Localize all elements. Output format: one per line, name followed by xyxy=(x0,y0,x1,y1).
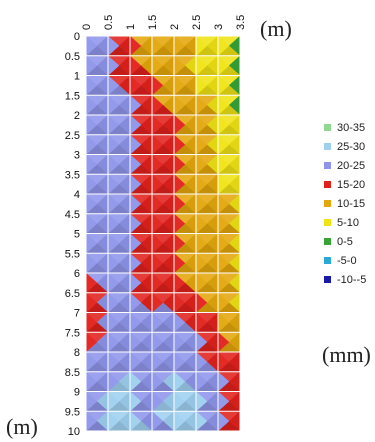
legend-label: -5-0 xyxy=(337,255,357,267)
legend-swatch xyxy=(324,276,331,283)
y-tick-label: 9.5 xyxy=(65,406,80,418)
y-tick-label: 9 xyxy=(74,387,80,399)
x-tick-label: 2.5 xyxy=(191,15,203,30)
y-tick-label: 4 xyxy=(74,189,80,201)
legend-label: -10--5 xyxy=(337,274,366,286)
y-tick-label: 2.5 xyxy=(65,130,80,142)
y-tick-label: 0.5 xyxy=(65,51,80,63)
y-tick-label: 8.5 xyxy=(65,367,80,379)
legend-label: 30-35 xyxy=(337,122,365,134)
legend-label: 0-5 xyxy=(337,236,353,248)
legend-swatch xyxy=(324,257,331,264)
y-tick-label: 1.5 xyxy=(65,90,80,102)
y-tick-label: 4.5 xyxy=(65,209,80,221)
x-axis-ticks: 0 0.5 1 1.5 2 2.5 3 3.5 xyxy=(81,15,247,30)
y-unit-label: (m) xyxy=(6,414,38,439)
legend-swatch xyxy=(324,124,331,131)
legend: 30-35 25-30 20-25 15-20 10-15 5-10 0-5 -5-0 -10-… xyxy=(324,122,366,286)
x-tick-label: 0.5 xyxy=(103,15,115,30)
legend-swatch xyxy=(324,162,331,169)
y-tick-label: 6 xyxy=(74,268,80,280)
legend-label: 5-10 xyxy=(337,217,359,229)
legend-label: 10-15 xyxy=(337,198,365,210)
x-tick-label: 1.5 xyxy=(147,15,159,30)
y-tick-label: 3.5 xyxy=(65,169,80,181)
legend-swatch xyxy=(324,200,331,207)
legend-unit-label: (mm) xyxy=(322,342,371,367)
legend-swatch xyxy=(324,143,331,150)
y-tick-label: 7.5 xyxy=(65,327,80,339)
legend-label: 25-30 xyxy=(337,141,365,153)
y-tick-label: 5 xyxy=(74,229,80,241)
legend-swatch xyxy=(324,181,331,188)
x-tick-label: 3.5 xyxy=(235,15,247,30)
y-tick-label: 3 xyxy=(74,150,80,162)
x-tick-label: 2 xyxy=(169,24,181,30)
legend-swatch xyxy=(324,219,331,226)
y-tick-label: 2 xyxy=(74,110,80,122)
y-tick-label: 1 xyxy=(74,71,80,83)
y-tick-label: 10 xyxy=(68,426,80,438)
y-axis-ticks: 0 0.5 1 1.5 2 2.5 3 3.5 4 4.5 5 5.5 6 6.5 7 7.5 8 8.5 9 9.5… xyxy=(65,31,80,438)
legend-label: 15-20 xyxy=(337,179,365,191)
x-tick-label: 1 xyxy=(125,24,137,30)
y-tick-label: 7 xyxy=(74,308,80,320)
y-tick-label: 6.5 xyxy=(65,288,80,300)
x-tick-label: 3 xyxy=(213,24,225,30)
x-tick-label: 0 xyxy=(81,24,93,30)
x-unit-label: (m) xyxy=(260,16,292,41)
grid-lines xyxy=(85,35,241,432)
legend-label: 20-25 xyxy=(337,160,365,172)
y-tick-label: 8 xyxy=(74,347,80,359)
y-tick-label: 5.5 xyxy=(65,248,80,260)
legend-swatch xyxy=(324,238,331,245)
y-tick-label: 0 xyxy=(74,31,80,43)
